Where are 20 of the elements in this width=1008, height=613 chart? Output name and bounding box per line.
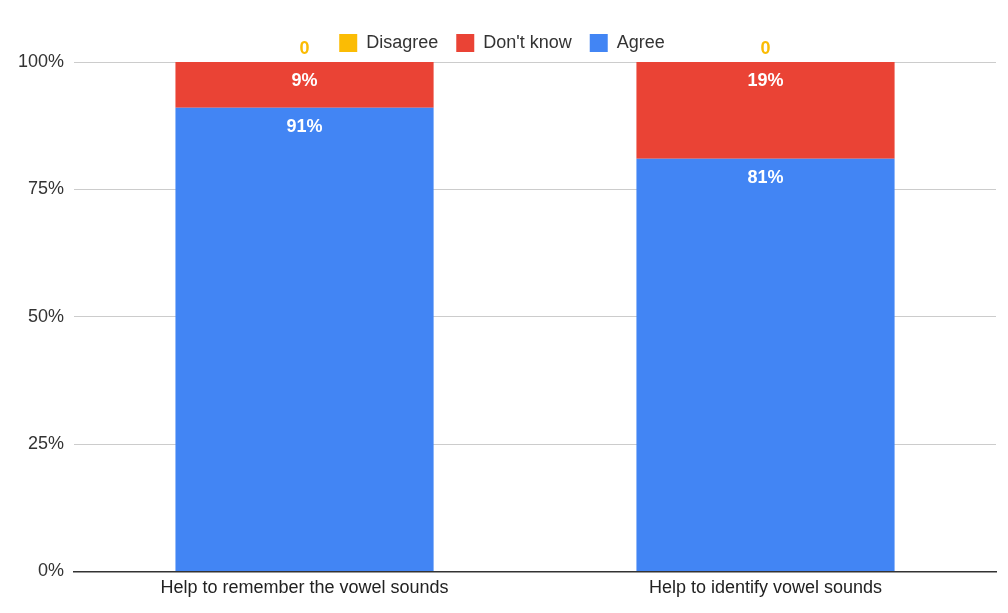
y-tick-label: 25% [28, 433, 65, 454]
y-tick-label: 100% [17, 50, 65, 71]
data-label: 91% [286, 115, 323, 136]
bar [175, 62, 434, 108]
bar [175, 107, 434, 571]
legend-label: Agree [616, 31, 665, 52]
y-tick-label: 0% [38, 560, 65, 581]
data-label: 9% [291, 69, 318, 90]
data-label: 0 [299, 37, 310, 58]
y-tick-label: 50% [28, 305, 65, 326]
data-label: 81% [747, 166, 784, 187]
x-tick-label: Help to identify vowel sounds [648, 577, 883, 598]
data-label: 0 [760, 37, 771, 58]
y-tick-label: 75% [28, 178, 65, 199]
bar [636, 158, 895, 571]
data-label: 19% [747, 69, 784, 90]
bar [636, 62, 895, 159]
x-tick-label: Help to remember the vowel sounds [160, 577, 449, 598]
legend-label: Disagree [366, 31, 439, 52]
legend-label: Don't know [483, 31, 573, 52]
